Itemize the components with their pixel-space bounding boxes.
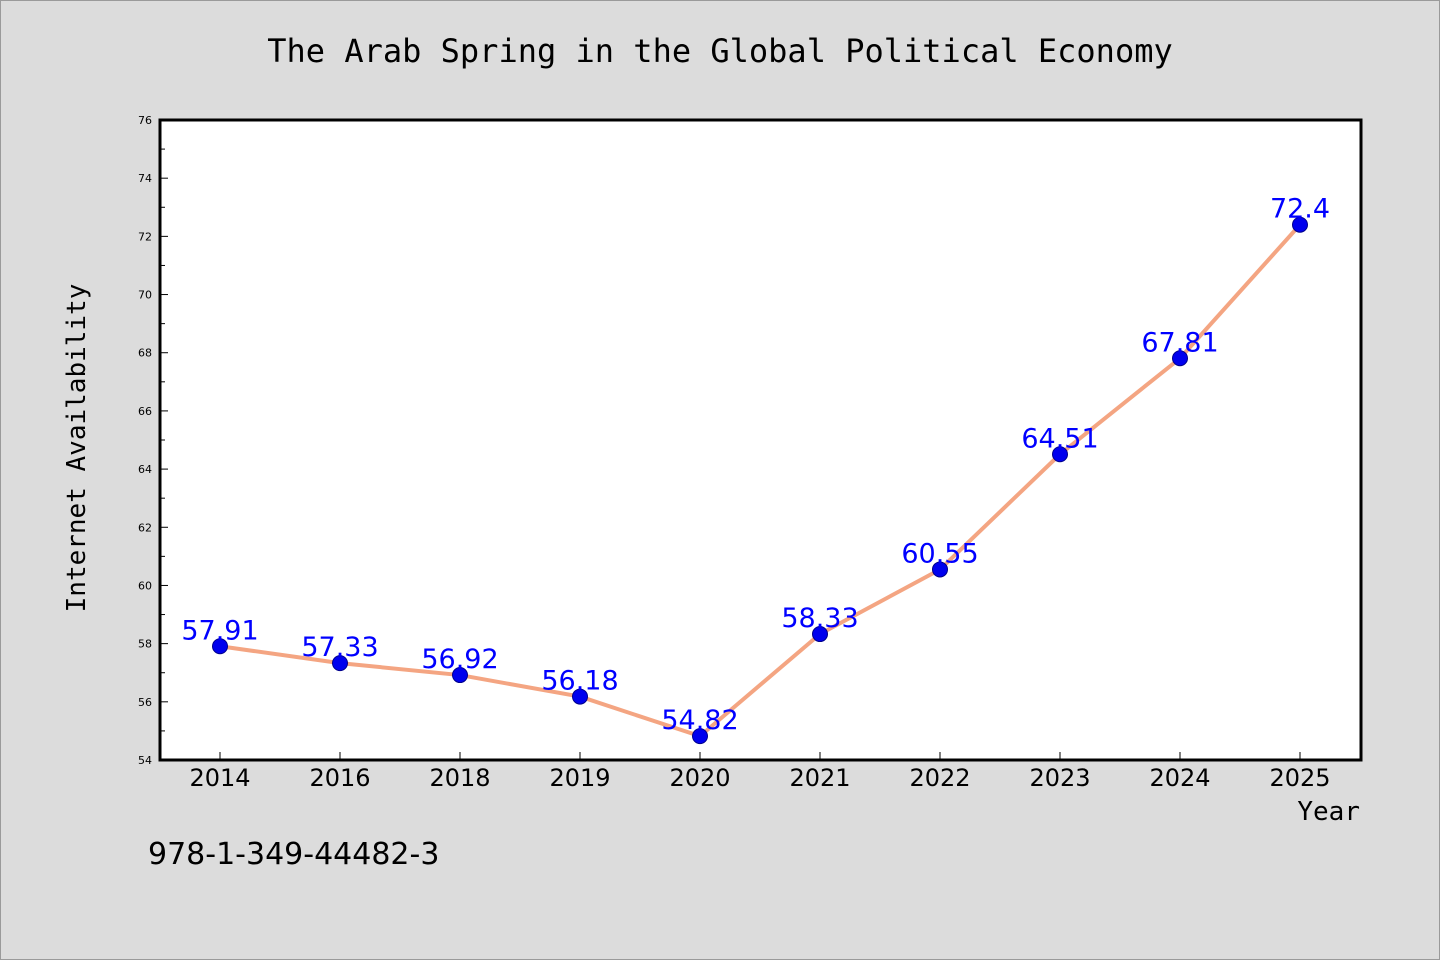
data-point (332, 655, 348, 672)
data-label: 60.55 (901, 538, 978, 569)
data-label: 54.82 (661, 705, 738, 736)
y-tick-label: 70 (138, 289, 152, 302)
data-point (212, 638, 228, 655)
y-axis-ticks: 54 56 58 60 62 64 66 68 70 72 74 76 (138, 114, 168, 767)
series-markers (212, 216, 1308, 745)
y-tick-label: 64 (138, 463, 152, 476)
x-tick-label: 2016 (309, 764, 370, 792)
data-point (1172, 350, 1188, 367)
y-tick-label: 56 (138, 696, 152, 709)
x-tick-label: 2022 (909, 764, 970, 792)
x-axis-ticks: 2014 2016 2018 2019 2020 2021 2022 2023 2024 2025 (189, 752, 1331, 792)
y-tick-label: 74 (138, 172, 152, 185)
data-point (1052, 446, 1068, 463)
data-label: 56.18 (541, 666, 618, 697)
x-tick-label: 2025 (1269, 764, 1330, 792)
x-tick-label: 2020 (669, 764, 730, 792)
data-label: 56.92 (421, 644, 498, 675)
data-point (932, 561, 948, 578)
y-tick-label: 76 (138, 114, 152, 127)
plot-area (158, 118, 1363, 762)
y-tick-label: 72 (138, 230, 152, 243)
data-label: 58.33 (781, 603, 858, 634)
data-labels: 57.91 57.33 56.92 56.18 54.82 58.33 60.55 64.51… (181, 194, 1330, 736)
chart-title: The Arab Spring in the Global Political … (267, 32, 1172, 70)
y-tick-label: 60 (138, 579, 152, 592)
y-tick-label: 62 (138, 521, 152, 534)
data-label: 67.81 (1141, 327, 1218, 358)
y-tick-label: 68 (138, 347, 152, 360)
data-label: 57.33 (301, 632, 378, 663)
data-label: 64.51 (1021, 423, 1098, 454)
data-label: 57.91 (181, 615, 258, 646)
data-point (452, 667, 468, 684)
x-tick-label: 2023 (1029, 764, 1090, 792)
footnote-isbn: 978-1-349-44482-3 (148, 837, 439, 872)
y-tick-label: 66 (138, 405, 152, 418)
x-tick-label: 2018 (429, 764, 490, 792)
data-point (812, 626, 828, 643)
x-tick-label: 2021 (789, 764, 850, 792)
y-tick-label: 58 (138, 638, 152, 651)
x-axis-label: Year (1297, 797, 1360, 827)
data-label: 72.4 (1270, 194, 1330, 225)
x-tick-label: 2024 (1149, 764, 1210, 792)
data-point (572, 688, 588, 705)
x-tick-label: 2014 (189, 764, 250, 792)
data-point (1292, 216, 1308, 233)
series-line (218, 222, 1302, 739)
y-tick-label: 54 (138, 754, 152, 767)
y-axis-label: Internet Availability (62, 284, 92, 613)
x-tick-label: 2019 (549, 764, 610, 792)
data-point (692, 728, 708, 745)
